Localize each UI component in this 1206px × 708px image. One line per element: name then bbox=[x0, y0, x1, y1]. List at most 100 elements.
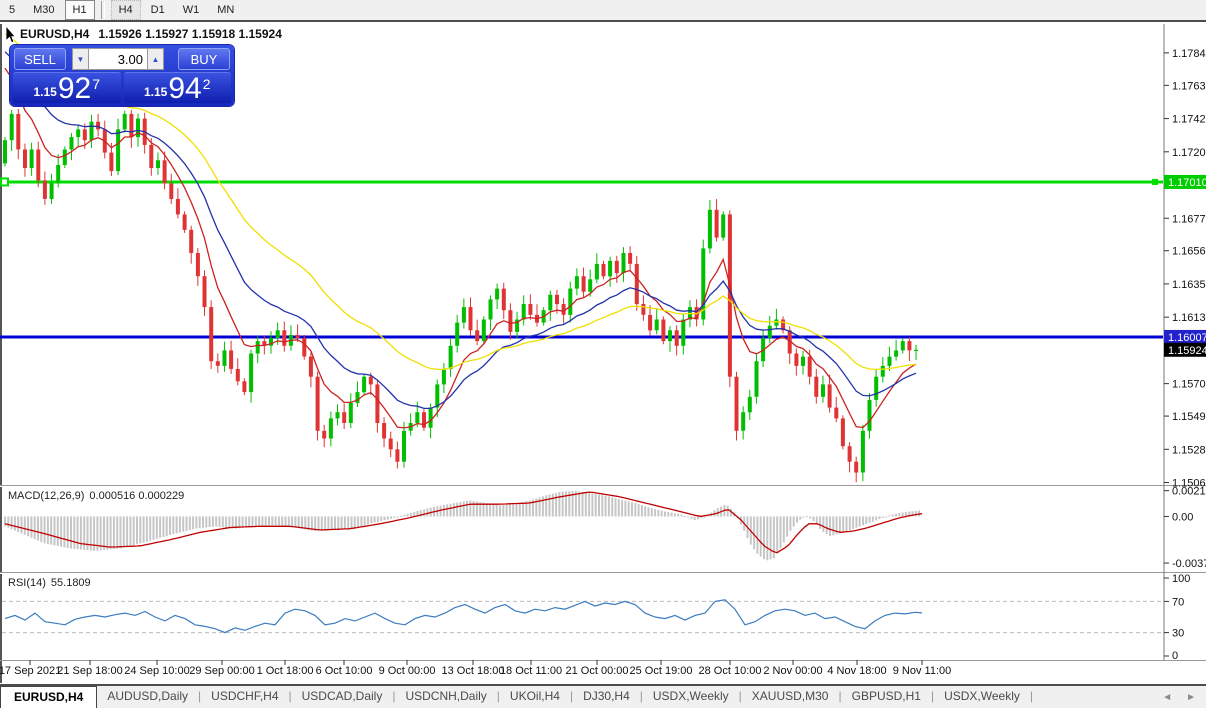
chart-tab-UKOil,H4[interactable]: UKOil,H4 bbox=[509, 689, 560, 703]
price-tick-label: 1.17635 bbox=[1172, 80, 1206, 92]
time-label: 9 Nov 11:00 bbox=[893, 665, 952, 677]
price-badge-1.17010: 1.17010 bbox=[1164, 174, 1206, 189]
timeframe-5[interactable]: 5 bbox=[9, 4, 16, 16]
tab-divider: | bbox=[288, 689, 292, 703]
sell-button[interactable]: SELL bbox=[14, 48, 66, 70]
time-label: 13 Oct 18:00 bbox=[442, 665, 505, 677]
chart-tab-USDCHF,H4[interactable]: USDCHF,H4 bbox=[211, 689, 279, 703]
macd-name: MACD(12,26,9) bbox=[8, 490, 85, 502]
buy-price-pips: 94 bbox=[168, 72, 202, 105]
volume-stepper: ▼ ▲ bbox=[72, 48, 164, 70]
chart-quotes: 1.15926 1.15927 1.15918 1.15924 bbox=[98, 27, 282, 41]
volume-input[interactable] bbox=[89, 48, 147, 70]
rsi-value: 55.1809 bbox=[50, 577, 91, 589]
timeframe-m30[interactable]: M30 bbox=[33, 4, 55, 16]
time-label: 28 Oct 10:00 bbox=[699, 665, 762, 677]
time-label: 29 Sep 00:00 bbox=[189, 665, 254, 677]
macd-label: MACD(12,26,9) 0.000516 0.000229 bbox=[8, 490, 184, 502]
rsi-tick-label: 70 bbox=[1172, 596, 1184, 608]
macd-axis[interactable]: 0.0021 0.00 -0.003798 bbox=[1164, 486, 1206, 570]
toolbar-separator bbox=[100, 1, 105, 19]
chart-tab-DJ30,H4[interactable]: DJ30,H4 bbox=[583, 689, 630, 703]
rsi-tick-label: 30 bbox=[1172, 628, 1184, 640]
price-tick-label: 1.17205 bbox=[1172, 147, 1206, 159]
sell-price-point: 7 bbox=[92, 76, 101, 92]
current-price-badge: 1.15924 bbox=[1164, 342, 1206, 357]
rsi-tick-label: 100 bbox=[1172, 573, 1190, 585]
price-badge-1.16007: 1.16007 bbox=[1164, 329, 1206, 344]
price-tick-label: 1.17845 bbox=[1172, 48, 1206, 60]
timeframe-toolbar: 5 M30 H1 H4 D1 W1 MN bbox=[0, 0, 1206, 22]
chart-tab-bar: EURUSD,H4 AUDUSD,Daily | USDCHF,H4 | USDCAD,D… bbox=[0, 684, 1206, 708]
tabs-scroll-left-icon[interactable]: ◄ bbox=[1162, 691, 1173, 703]
tab-divider: | bbox=[392, 689, 396, 703]
tab-divider: | bbox=[838, 689, 842, 703]
buy-price-point: 2 bbox=[202, 76, 211, 92]
macd-tick-label: -0.003798 bbox=[1172, 558, 1206, 570]
time-label: 24 Sep 10:00 bbox=[124, 665, 189, 677]
timeframe-buttons: 5 M30 H1 H4 D1 W1 MN bbox=[0, 0, 243, 20]
timeframe-w1[interactable]: W1 bbox=[182, 4, 200, 16]
chart-tab-GBPUSD,H1[interactable]: GBPUSD,H1 bbox=[851, 689, 921, 703]
price-tick-label: 1.16565 bbox=[1172, 246, 1206, 258]
macd-histogram bbox=[4, 490, 921, 561]
chart-tab-AUDUSD,Daily[interactable]: AUDUSD,Daily bbox=[107, 689, 189, 703]
time-label: 1 Oct 18:00 bbox=[257, 665, 314, 677]
tabs-scroll-right-icon[interactable]: ► bbox=[1186, 691, 1196, 703]
chart-tab-USDX,Weekly[interactable]: USDX,Weekly bbox=[944, 689, 1020, 703]
one-click-trade-panel: SELL ▼ ▲ BUY 1.15 92 7 1.15 94 2 bbox=[10, 45, 234, 106]
price-tick-label: 1.15495 bbox=[1172, 411, 1206, 423]
svg-text:1.15924: 1.15924 bbox=[1168, 345, 1206, 357]
chart-tab-USDCNH,Daily[interactable]: USDCNH,Daily bbox=[405, 689, 487, 703]
tab-divider: | bbox=[198, 689, 202, 703]
chart-title: EURUSD,H4 1.15926 1.15927 1.15918 1.15924 bbox=[20, 27, 282, 41]
chart-tab-USDCAD,Daily[interactable]: USDCAD,Daily bbox=[301, 689, 383, 703]
tab-divider: | bbox=[496, 689, 500, 703]
candlestick-series bbox=[3, 109, 919, 483]
sell-price-prefix: 1.15 bbox=[33, 85, 57, 99]
time-label: 2 Nov 00:00 bbox=[763, 665, 822, 677]
time-label: 6 Oct 10:00 bbox=[316, 665, 373, 677]
volume-increase-button[interactable]: ▲ bbox=[147, 48, 164, 70]
time-label: 9 Oct 00:00 bbox=[379, 665, 436, 677]
time-label: 4 Nov 18:00 bbox=[827, 665, 886, 677]
time-label: 21 Oct 00:00 bbox=[566, 665, 629, 677]
chart-canvas[interactable]: 1.17845 1.17635 1.17420 1.17205 1.16775 1.165… bbox=[0, 0, 1206, 684]
tab-divider: | bbox=[569, 689, 574, 703]
macd-values: 0.000516 0.000229 bbox=[89, 490, 185, 502]
chart-tab-EURUSD,H4[interactable]: EURUSD,H4 bbox=[0, 686, 98, 708]
price-tick-label: 1.15280 bbox=[1172, 444, 1206, 456]
sell-price-display[interactable]: 1.15 92 7 bbox=[13, 72, 121, 104]
timeframe-h1[interactable]: H1 bbox=[64, 0, 95, 20]
volume-decrease-button[interactable]: ▼ bbox=[72, 48, 89, 70]
tab-divider: | bbox=[639, 689, 643, 703]
chart-tab-XAUUSD,M30[interactable]: XAUUSD,M30 bbox=[751, 689, 829, 703]
price-tick-label: 1.16775 bbox=[1172, 213, 1206, 225]
timeframe-h4[interactable]: H4 bbox=[110, 0, 141, 20]
hline-1.17010[interactable] bbox=[0, 177, 1163, 187]
chart-tabs: EURUSD,H4 AUDUSD,Daily | USDCHF,H4 | USDCAD,D… bbox=[0, 686, 1033, 708]
svg-text:1.17010: 1.17010 bbox=[1168, 177, 1206, 189]
ma-medium-line bbox=[4, 51, 917, 410]
pane-borders bbox=[0, 24, 1206, 683]
rsi-name: RSI(14) bbox=[8, 577, 46, 589]
rsi-tick-label: 0 bbox=[1172, 650, 1178, 662]
rsi-line bbox=[4, 599, 923, 634]
tab-divider: | bbox=[930, 689, 935, 703]
price-axis[interactable]: 1.17845 1.17635 1.17420 1.17205 1.16775 1.165… bbox=[1164, 48, 1206, 490]
tab-divider: | bbox=[738, 689, 742, 703]
chart-tab-USDX,Weekly[interactable]: USDX,Weekly bbox=[652, 689, 729, 703]
buy-price-display[interactable]: 1.15 94 2 bbox=[123, 72, 231, 105]
timeframe-d1[interactable]: D1 bbox=[150, 4, 165, 16]
buy-button[interactable]: BUY bbox=[178, 48, 230, 70]
time-label: 25 Oct 19:00 bbox=[630, 665, 693, 677]
time-label: 17 Sep 2021 bbox=[0, 665, 61, 677]
ma-fast-line bbox=[4, 67, 917, 429]
ma-slow-line bbox=[4, 33, 917, 371]
rsi-axis[interactable]: 100 70 30 0 bbox=[1164, 573, 1190, 662]
timeframe-mn[interactable]: MN bbox=[217, 4, 235, 16]
time-label: 18 Oct 11:00 bbox=[500, 665, 562, 677]
svg-text:1.16007: 1.16007 bbox=[1168, 332, 1206, 344]
